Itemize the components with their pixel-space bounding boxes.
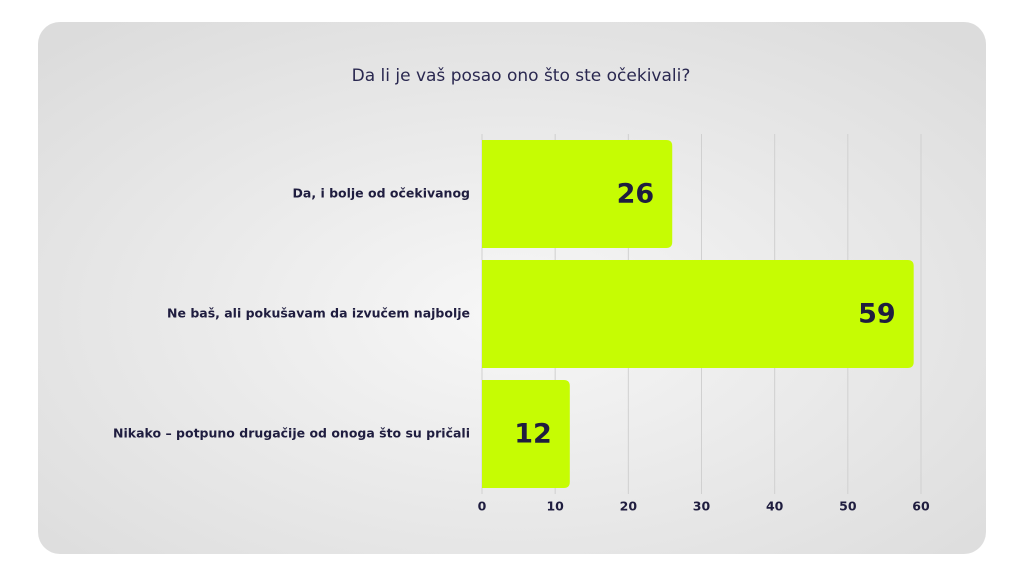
value-label: 59 xyxy=(858,299,896,330)
x-tick-label: 0 xyxy=(478,499,487,514)
y-tick-label: Da, i bolje od očekivanog xyxy=(293,186,470,201)
x-tick-label: 40 xyxy=(766,499,784,514)
y-tick-label: Nikako – potpuno drugačije od onoga što … xyxy=(113,426,470,441)
x-tick-label: 60 xyxy=(912,499,930,514)
value-label: 26 xyxy=(617,179,655,210)
chart-title: Da li je vaš posao ono što ste očekivali… xyxy=(352,66,691,86)
bar xyxy=(482,140,673,248)
x-tick-label: 20 xyxy=(620,499,638,514)
x-tick-label: 30 xyxy=(693,499,711,514)
bar xyxy=(482,380,570,488)
bar xyxy=(482,260,914,368)
x-tick-label: 50 xyxy=(839,499,857,514)
value-label: 12 xyxy=(514,419,552,450)
x-tick-label: 10 xyxy=(546,499,564,514)
y-tick-label: Ne baš, ali pokušavam da izvučem najbolj… xyxy=(167,306,470,321)
